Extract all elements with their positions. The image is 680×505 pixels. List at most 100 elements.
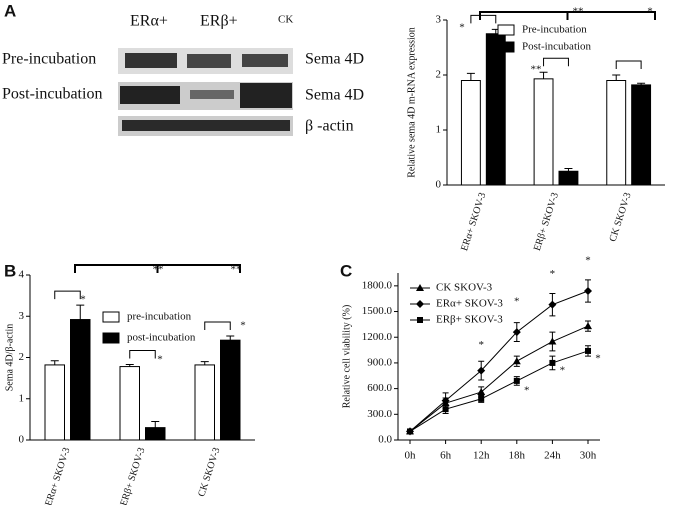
marker (477, 366, 486, 375)
error-bar (125, 364, 134, 367)
blot-row: Pre-incubation (2, 51, 96, 68)
bracket (543, 57, 569, 67)
annotation: * (524, 384, 530, 396)
y-tick-label: 2 (19, 351, 25, 363)
legend-swatch (497, 41, 515, 53)
y-tick-label: 2 (436, 69, 442, 81)
annotation: * (478, 339, 484, 351)
annotation: * (240, 320, 246, 332)
legend-label: pre-incubation (127, 311, 192, 323)
marker (416, 284, 424, 291)
line (409, 325, 589, 432)
y-axis-label: Sema 4D/β-actin (4, 324, 15, 392)
x-tick-label: ERα+ SKOV-3 (459, 191, 488, 252)
x-tick-label: ERα+ SKOV-3 (43, 446, 72, 505)
y-tick-label: 600.0 (367, 382, 392, 394)
y-tick-label: 1500.0 (362, 305, 393, 317)
panel-label: B (4, 261, 16, 280)
marker (584, 286, 592, 295)
legend-swatch (497, 24, 515, 36)
annotation: * (560, 364, 566, 376)
bar (631, 84, 652, 186)
marker (549, 359, 556, 366)
x-tick-label: 24h (544, 450, 561, 462)
marker (548, 337, 557, 345)
panel-label: A (4, 1, 16, 20)
legend-label: post-incubation (127, 332, 196, 344)
marker (512, 328, 521, 337)
y-tick-label: 1800.0 (362, 279, 393, 291)
marker (442, 406, 449, 413)
y-tick-label: 1200.0 (362, 331, 393, 343)
marker (512, 357, 521, 365)
marker (513, 377, 520, 384)
bar (70, 319, 91, 441)
x-tick-label: 30h (580, 450, 597, 462)
error-bar (539, 71, 548, 79)
x-tick-label: 0h (405, 450, 417, 462)
x-tick-label: ERβ+ SKOV-3 (532, 191, 561, 252)
annotation: ** (531, 64, 542, 76)
marker (584, 322, 592, 330)
band (187, 54, 231, 68)
bar (44, 364, 65, 441)
annotation: * (595, 352, 601, 364)
bar (485, 33, 506, 186)
bar (119, 366, 140, 441)
band (240, 83, 292, 108)
legend-label: CK SKOV-3 (436, 282, 493, 294)
western-blot: ERα+ ERβ+ CK Pre-incubation Post-incubat… (2, 13, 364, 136)
bracket (204, 321, 231, 331)
annotation: * (80, 294, 86, 306)
bracket (615, 60, 642, 69)
bracket (74, 264, 241, 273)
error-bar (76, 304, 85, 320)
annotation: * (647, 6, 653, 18)
annotation: * (459, 22, 465, 34)
annotation: * (550, 268, 556, 280)
blot-column: CK (278, 14, 293, 26)
marker (548, 300, 557, 309)
x-tick-label: 18h (509, 450, 526, 462)
error-bar (50, 360, 59, 365)
marker (417, 317, 423, 323)
marker (416, 300, 424, 308)
legend-label: Post-incubation (522, 41, 592, 53)
bracket (54, 290, 81, 300)
y-axis-label: Relative cell viability (%) (341, 305, 352, 409)
marker (585, 347, 591, 354)
error-bar (637, 82, 646, 85)
bar (606, 80, 627, 186)
x-tick-label: CK SKOV-3 (607, 191, 633, 243)
x-tick-label: CK SKOV-3 (196, 446, 222, 498)
x-tick-label: 6h (440, 450, 452, 462)
bar (145, 427, 166, 441)
band (242, 54, 288, 67)
legend-swatch (102, 332, 120, 344)
blot-column: ERβ+ (200, 13, 238, 30)
y-tick-label: 1 (19, 392, 25, 404)
y-tick-label: 4 (19, 269, 25, 281)
bar (558, 170, 579, 186)
y-tick-label: 900.0 (367, 356, 392, 368)
marker (441, 396, 450, 405)
y-tick-label: 0.0 (378, 434, 392, 446)
line (409, 290, 589, 432)
bar (533, 78, 554, 186)
error-bar (564, 168, 573, 172)
protein-label: Sema 4D (305, 51, 364, 68)
legend-label: Pre-incubation (522, 24, 587, 36)
y-tick-label: 300.0 (367, 408, 392, 420)
bar (220, 339, 241, 441)
x-tick-label: 12h (473, 450, 490, 462)
error-bar (200, 361, 209, 365)
error-bar (612, 74, 621, 81)
blot-row: Post-incubation (2, 86, 102, 103)
bar (460, 80, 481, 186)
error-bar (226, 335, 235, 341)
annotation: * (585, 255, 591, 267)
annotation: ** (573, 6, 584, 18)
protein-label: β -actin (305, 118, 354, 135)
bracket (470, 14, 497, 24)
